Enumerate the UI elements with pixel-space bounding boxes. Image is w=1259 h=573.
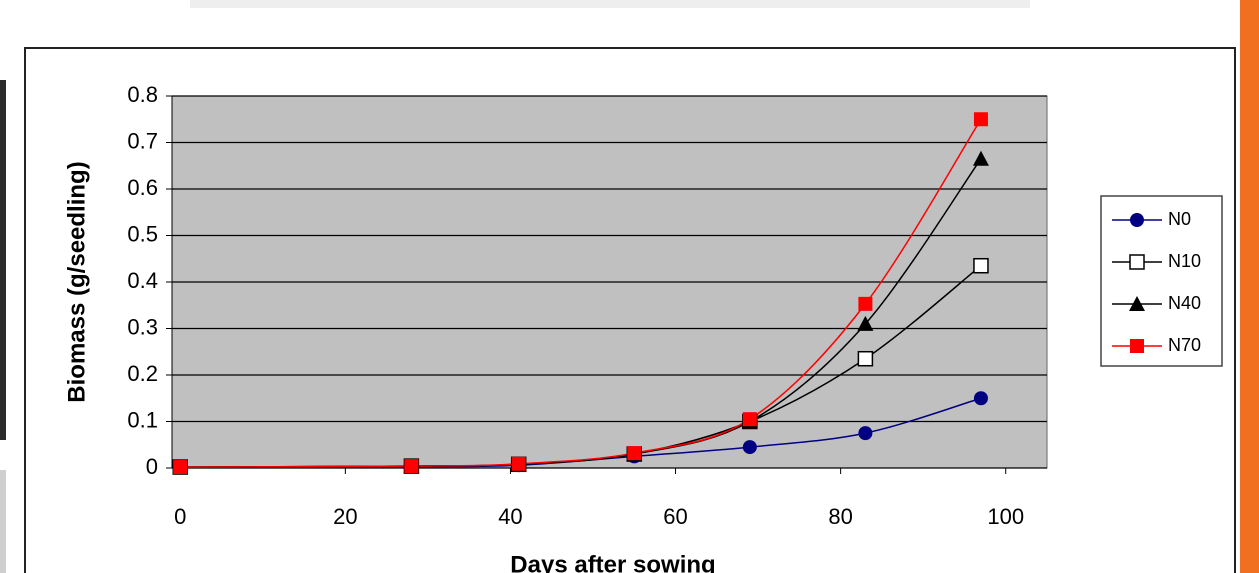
y-tick-label: 0.2 (127, 361, 158, 386)
legend-marker (1129, 254, 1145, 270)
marker (742, 440, 757, 455)
y-tick-label: 0 (146, 454, 158, 479)
x-tick-label: 100 (987, 504, 1024, 529)
legend-label: N10 (1168, 251, 1201, 271)
x-tick-label: 40 (498, 504, 522, 529)
marker (742, 412, 757, 427)
y-tick-label: 0.3 (127, 314, 158, 339)
marker (973, 391, 988, 406)
y-tick-label: 0.7 (127, 128, 158, 153)
legend-marker (1129, 296, 1145, 311)
left-edge (0, 80, 6, 440)
top-strip (190, 0, 1030, 8)
marker (858, 426, 873, 441)
marker (973, 112, 988, 127)
legend-label: N40 (1168, 293, 1201, 313)
y-tick-label: 0.4 (127, 268, 158, 293)
marker (511, 456, 526, 471)
marker (857, 350, 874, 367)
legend-marker (1130, 339, 1144, 353)
y-tick-label: 0.5 (127, 221, 158, 246)
marker (972, 150, 989, 166)
marker (173, 460, 188, 475)
y-tick-label: 0.8 (127, 82, 158, 107)
marker (857, 315, 874, 331)
y-tick-label: 0.1 (127, 407, 158, 432)
y-tick-label: 0.6 (127, 175, 158, 200)
legend-label: N0 (1168, 209, 1191, 229)
orange-bar (1240, 0, 1259, 573)
legend-box (1100, 195, 1223, 367)
left-edge-light (0, 470, 6, 573)
marker (973, 257, 989, 274)
y-axis-title: Biomass (g/seedling) (63, 161, 90, 402)
x-tick-label: 80 (828, 504, 852, 529)
legend-marker (1130, 213, 1144, 227)
x-tick-label: 0 (174, 504, 186, 529)
x-axis-title: Days after sowing (510, 551, 715, 573)
marker (858, 296, 873, 311)
x-tick-label: 20 (333, 504, 357, 529)
marker (404, 459, 419, 474)
marker (627, 446, 642, 461)
legend-label: N70 (1168, 335, 1201, 355)
x-tick-label: 60 (663, 504, 687, 529)
